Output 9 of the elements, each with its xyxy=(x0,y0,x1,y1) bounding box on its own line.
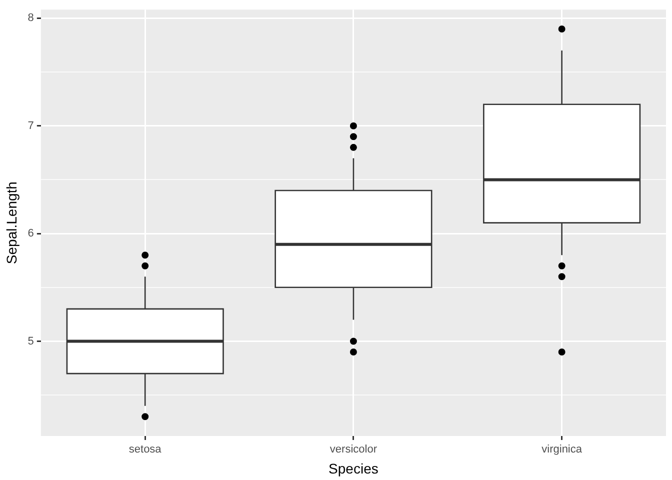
y-tick-label: 8 xyxy=(28,12,34,24)
y-axis-title: Sepal.Length xyxy=(3,182,20,264)
x-tick-label: setosa xyxy=(128,444,162,456)
y-tick-label: 5 xyxy=(28,335,34,348)
x-tick-label: versicolor xyxy=(330,444,378,456)
x-axis-title: Species xyxy=(328,460,378,476)
y-tick-label: 6 xyxy=(28,228,34,240)
x-tick-label: virginica xyxy=(542,444,583,456)
y-tick-label: 7 xyxy=(28,120,34,132)
